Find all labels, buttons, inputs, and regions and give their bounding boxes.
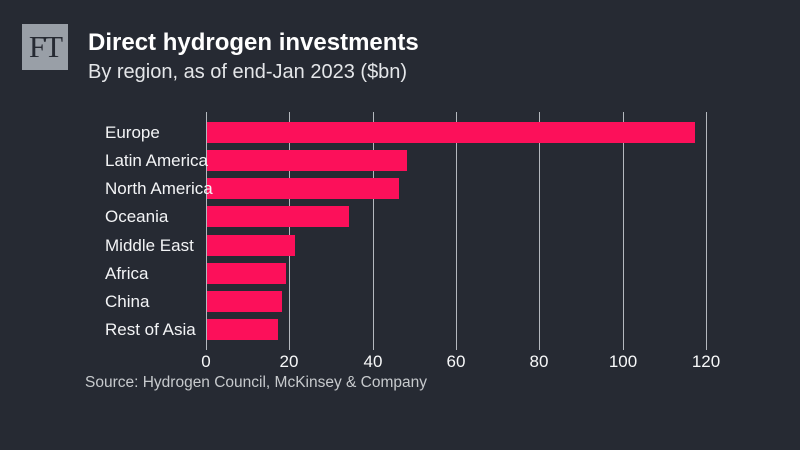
category-label: North America <box>105 179 213 198</box>
category-label: Latin America <box>105 151 208 170</box>
bar-rest-of-asia <box>207 319 278 340</box>
bar-north-america <box>207 178 399 199</box>
category-label: Rest of Asia <box>105 320 196 339</box>
gridline-x-20 <box>289 112 290 350</box>
x-tick-label: 20 <box>279 352 299 371</box>
category-label: Africa <box>105 264 149 283</box>
x-tick-label: 0 <box>201 352 211 371</box>
x-tick-label: 60 <box>446 352 466 371</box>
bar-oceania <box>207 206 349 227</box>
x-tick-label: 40 <box>363 352 383 371</box>
category-label: China <box>105 292 150 311</box>
gridline-x-0 <box>206 112 207 350</box>
bar-china <box>207 291 282 312</box>
gridline-x-120 <box>706 112 707 350</box>
gridline-x-60 <box>456 112 457 350</box>
gridline-x-40 <box>373 112 374 350</box>
source-note: Source: Hydrogen Council, McKinsey & Com… <box>85 374 428 391</box>
bar-africa <box>207 263 286 284</box>
bar-latin-america <box>207 150 407 171</box>
category-label: Oceania <box>105 207 169 226</box>
chart-subtitle: By region, as of end-Jan 2023 ($bn) <box>88 61 408 83</box>
x-tick-label: 80 <box>529 352 549 371</box>
bar-europe <box>207 122 695 143</box>
x-tick-label: 100 <box>608 352 638 371</box>
bar-middle-east <box>207 235 295 256</box>
chart-title: Direct hydrogen investments <box>88 29 419 56</box>
gridline-x-80 <box>539 112 540 350</box>
ft-logo: FT <box>22 24 68 70</box>
x-tick-label: 120 <box>691 352 721 371</box>
category-label: Middle East <box>105 236 194 255</box>
category-label: Europe <box>105 123 160 142</box>
gridline-x-100 <box>623 112 624 350</box>
